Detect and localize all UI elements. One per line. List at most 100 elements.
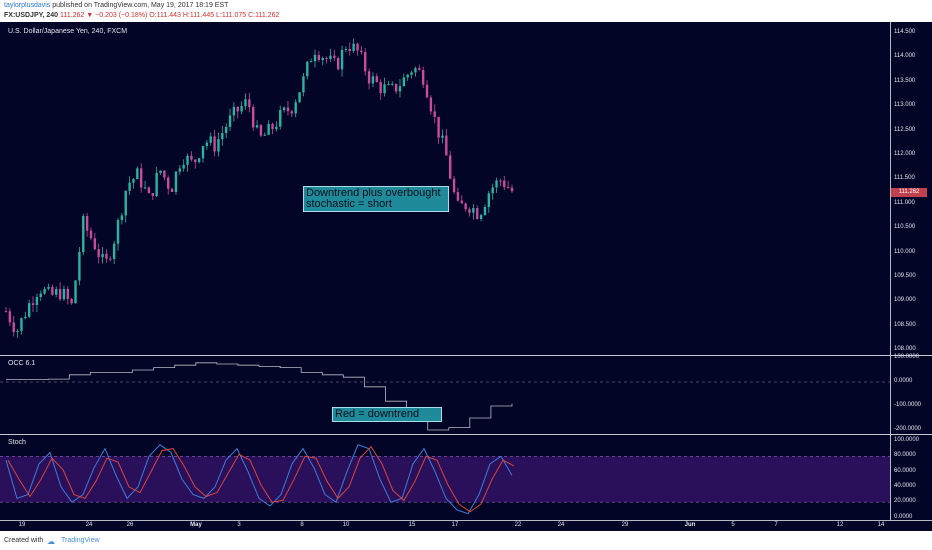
candle-body (170, 188, 174, 192)
candle-body (479, 214, 483, 220)
candle-body (360, 50, 363, 53)
candle-body (356, 43, 359, 51)
candle-body (263, 134, 266, 136)
last-price-marker: 111.262 (891, 188, 927, 197)
occ-tick: 0.0000 (894, 378, 913, 384)
candle-body (74, 280, 77, 304)
candle-body (309, 61, 313, 63)
time-tick: 12 (836, 522, 844, 528)
candle-body (155, 172, 158, 197)
candle-body (510, 187, 514, 192)
time-tick: 15 (408, 522, 416, 528)
stoch-tick: 100.0000 (894, 437, 920, 443)
candle-body (344, 49, 348, 51)
time-tick: May (190, 522, 202, 528)
candle-body (20, 318, 23, 331)
stoch-axis[interactable] (890, 435, 932, 520)
candle-body (487, 193, 491, 207)
candle-body (236, 106, 239, 112)
candle-body (333, 55, 336, 59)
time-tick: 29 (621, 522, 629, 528)
time-tick: 24 (85, 522, 93, 528)
candle-body (267, 123, 270, 135)
candle-body (143, 187, 147, 189)
candle-body (232, 106, 236, 116)
tradingview-brand-link[interactable]: TradingView (61, 537, 100, 544)
time-tick: Jun (684, 522, 696, 528)
candle-body (313, 54, 317, 62)
symbol-line: FX:USDJPY, 240 111.262 ▼ −0.203 (−0.18%)… (4, 12, 279, 19)
candle-body (383, 84, 386, 94)
author-link[interactable]: taylorplusdavis (4, 2, 51, 9)
candle-body (47, 286, 50, 289)
occ-tick: -200.0000 (894, 426, 922, 432)
candle-body (491, 187, 494, 194)
candle-body (205, 142, 209, 146)
candle-body (321, 58, 324, 61)
annotation-short-signal[interactable]: Downtrend plus overbought stochastic = s… (303, 186, 449, 212)
stoch-pane-title: Stoch (8, 439, 26, 446)
time-tick: 19 (18, 522, 26, 528)
candle-body (433, 111, 436, 117)
stoch-tick: 40.0000 (894, 482, 916, 489)
candle-body (35, 296, 39, 306)
time-tick: 14 (877, 522, 885, 528)
candle-body (97, 249, 100, 258)
candle-body (464, 203, 467, 210)
price-tick: 114.500 (894, 29, 916, 35)
time-axis[interactable] (0, 520, 932, 531)
time-tick: 8 (300, 522, 304, 528)
candle-body (375, 76, 379, 82)
candle-body (456, 192, 460, 201)
candle-body (8, 311, 12, 323)
candle-body (336, 58, 340, 70)
candle-body (120, 215, 124, 221)
price-tick: 112.500 (894, 126, 916, 133)
candle-body (255, 125, 259, 128)
price-tick: 114.000 (894, 53, 916, 60)
pane-separator[interactable] (0, 355, 932, 356)
time-tick: 26 (126, 522, 134, 528)
time-tick: 22 (514, 522, 522, 528)
time-tick: 24 (557, 522, 565, 528)
candle-body (286, 107, 290, 112)
candle-body (414, 68, 417, 73)
candle-body (279, 110, 282, 127)
last-price: 111.262 (60, 12, 85, 19)
price-tick: 109.500 (894, 273, 916, 279)
candle-body (159, 170, 162, 173)
candle-body (190, 155, 193, 160)
symbol-name[interactable]: FX:USDJPY, 240 (4, 12, 59, 19)
candle-body (186, 155, 189, 165)
candle-body (410, 72, 413, 75)
candle-body (271, 123, 274, 130)
occ-pane[interactable] (0, 356, 890, 434)
candle-body (468, 209, 471, 213)
candle-body (371, 76, 375, 84)
candle-body (379, 81, 382, 94)
candle-body (151, 193, 154, 197)
candle-body (116, 220, 120, 244)
price-tick: 109.000 (894, 297, 916, 304)
price-tick: 108.000 (894, 346, 916, 353)
candle-body (228, 115, 232, 127)
candle-body (66, 288, 70, 299)
price-tick: 110.000 (894, 248, 916, 255)
candle-body (16, 330, 19, 333)
candle-body (101, 253, 104, 258)
annotation-downtrend[interactable]: Red = downtrend (332, 407, 442, 422)
price-tick: 110.500 (894, 224, 916, 231)
candle-body (394, 83, 398, 92)
candle-body (448, 155, 452, 179)
occ-axis[interactable] (890, 356, 932, 434)
candle-body (248, 99, 251, 108)
price-tick: 113.000 (894, 102, 916, 109)
candle-body (325, 58, 328, 60)
pane-separator[interactable] (0, 434, 932, 435)
candle-body (209, 136, 212, 143)
candle-body (147, 187, 151, 194)
candle-body (217, 139, 220, 152)
candle-body (182, 164, 185, 169)
stoch-k-line (5, 444, 513, 515)
